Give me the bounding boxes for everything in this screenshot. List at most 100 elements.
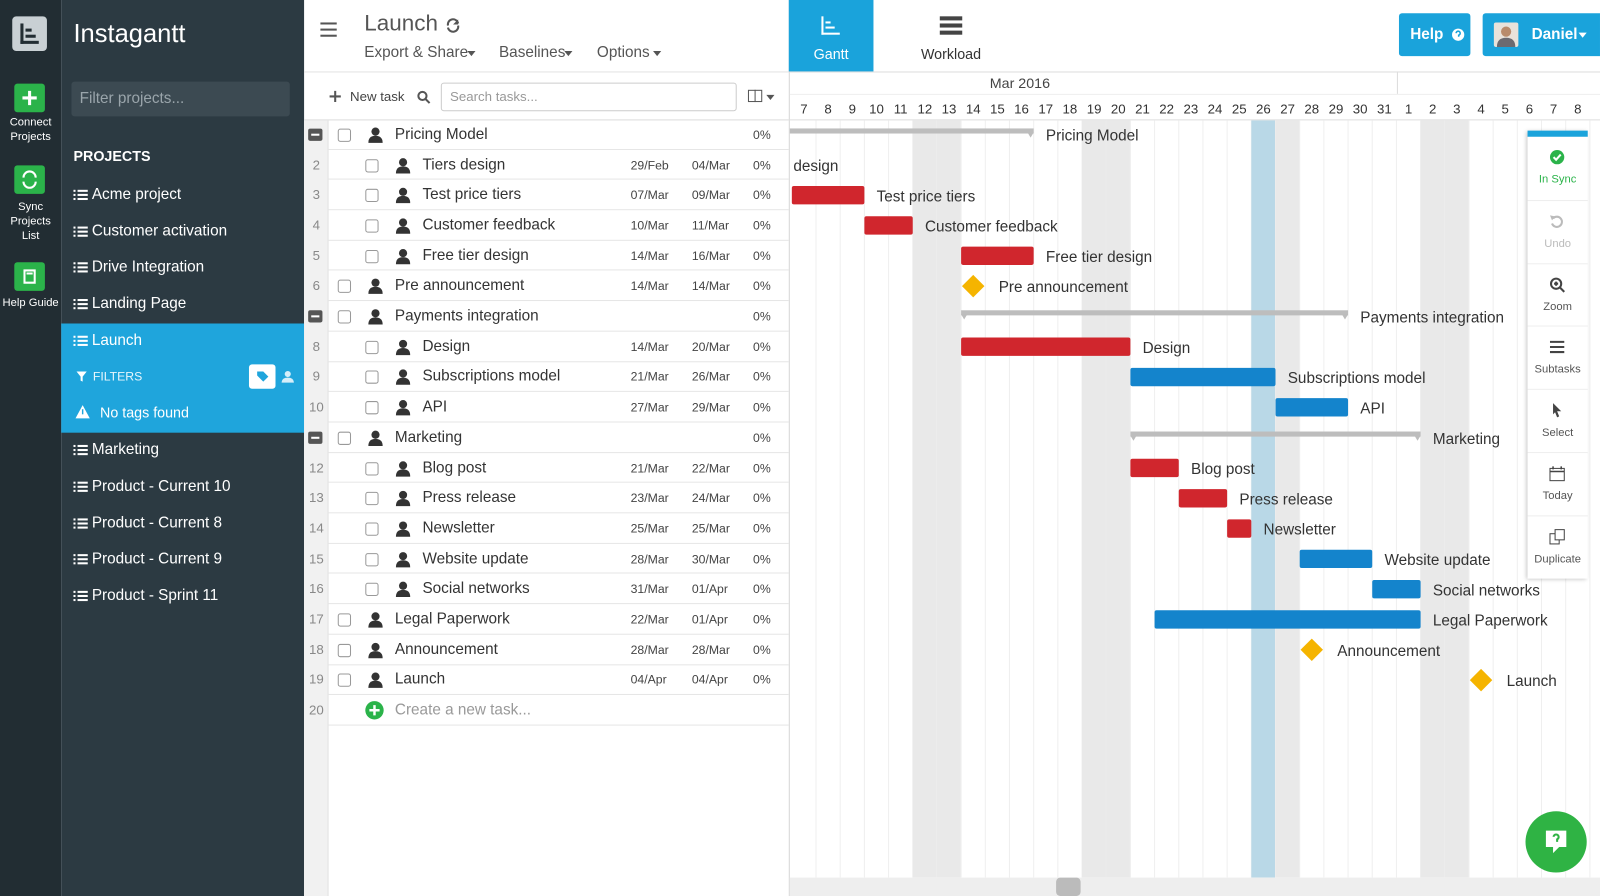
- project-item[interactable]: Landing Page: [91, 294, 187, 313]
- task-name[interactable]: Test price tiers: [422, 185, 522, 204]
- task-name[interactable]: Newsletter: [422, 519, 495, 537]
- project-item[interactable]: Product - Current 9: [91, 550, 223, 568]
- summary-bar[interactable]: [961, 310, 1349, 316]
- task-bar[interactable]: [1154, 610, 1421, 629]
- summary-bar[interactable]: [1130, 431, 1421, 437]
- task-row[interactable]: [328, 574, 789, 605]
- icon-part: [398, 400, 408, 409]
- task-name[interactable]: Free tier design: [422, 246, 529, 264]
- project-item[interactable]: Customer activation: [91, 222, 228, 240]
- task-row[interactable]: [328, 119, 789, 150]
- today-column: [1251, 120, 1276, 878]
- task-bar[interactable]: [1227, 519, 1252, 538]
- task-bar[interactable]: [1178, 489, 1228, 508]
- task-name[interactable]: Launch: [394, 670, 446, 689]
- task-row[interactable]: [328, 392, 789, 423]
- task-name[interactable]: Social networks: [422, 579, 530, 598]
- task-bar[interactable]: [1130, 367, 1276, 387]
- task-name[interactable]: Customer feedback: [422, 216, 556, 234]
- task-name[interactable]: Design: [422, 337, 471, 355]
- toolbar-item[interactable]: Today: [1527, 452, 1588, 514]
- view-tab[interactable]: Workload: [904, 0, 998, 71]
- toolbar-item[interactable]: Subtasks: [1527, 325, 1588, 388]
- icon-part: [73, 449, 76, 452]
- task-name[interactable]: Press release: [422, 489, 517, 507]
- header-menu[interactable]: Options: [596, 43, 650, 62]
- task-name[interactable]: Payments integration: [394, 307, 539, 325]
- assignee-icon: [368, 127, 383, 143]
- task-row[interactable]: [328, 635, 789, 665]
- toolbar-item[interactable]: Zoom: [1527, 262, 1588, 325]
- task-row[interactable]: [328, 210, 789, 241]
- toolbar-item[interactable]: Duplicate: [1527, 515, 1588, 577]
- search-box[interactable]: Search tasks...: [440, 82, 737, 112]
- day-label: 29: [1329, 101, 1344, 116]
- task-row[interactable]: [328, 665, 789, 696]
- task-row[interactable]: [328, 604, 789, 635]
- task-row[interactable]: [328, 271, 789, 302]
- task-row[interactable]: [328, 241, 789, 271]
- milestone[interactable]: [1469, 668, 1493, 692]
- task-row[interactable]: [328, 544, 789, 575]
- project-item[interactable]: Product - Current 8: [91, 514, 223, 532]
- task-row[interactable]: [328, 422, 789, 453]
- day-label: 3: [1453, 101, 1460, 116]
- task-bar[interactable]: [961, 337, 1131, 356]
- task-row[interactable]: [328, 453, 789, 484]
- task-name[interactable]: Pricing Model: [394, 125, 488, 143]
- icon-part: [20, 23, 24, 44]
- header-menu[interactable]: Export & Share: [364, 43, 469, 62]
- task-bar[interactable]: [961, 246, 1034, 265]
- task-bar[interactable]: [864, 216, 913, 235]
- task-row[interactable]: [328, 150, 789, 180]
- task-row[interactable]: [328, 513, 789, 544]
- task-bar[interactable]: [1372, 580, 1421, 599]
- task-name[interactable]: Marketing: [394, 428, 463, 446]
- task-row[interactable]: [328, 483, 789, 514]
- task-name[interactable]: Website update: [422, 549, 529, 568]
- view-tab[interactable]: Gantt: [788, 0, 874, 72]
- day-label: 12: [917, 101, 932, 116]
- filters-label[interactable]: FILTERS: [92, 369, 143, 384]
- toolbar-item[interactable]: Select: [1527, 389, 1588, 451]
- task-name[interactable]: Tiers design: [422, 155, 506, 174]
- task-row[interactable]: [328, 362, 789, 393]
- task-row[interactable]: [328, 332, 789, 362]
- icon-part: [371, 672, 380, 682]
- task-bar[interactable]: [1275, 398, 1349, 417]
- list-icon: [73, 262, 88, 273]
- user-name: Daniel: [1531, 25, 1578, 43]
- toolbar-item[interactable]: Undo: [1527, 199, 1588, 262]
- new-task-link[interactable]: Create a new task...: [394, 701, 532, 719]
- task-bar[interactable]: [1130, 458, 1179, 478]
- task-bar[interactable]: [1299, 549, 1373, 569]
- rail-label[interactable]: Help Guide: [2, 296, 59, 310]
- header-menu[interactable]: Baselines: [498, 43, 566, 62]
- task-bar[interactable]: [791, 185, 865, 205]
- filter-box[interactable]: Filter projects...: [71, 81, 290, 117]
- task-name[interactable]: Legal Paperwork: [394, 610, 510, 628]
- task-name[interactable]: API: [422, 398, 448, 416]
- project-item[interactable]: Acme project: [91, 185, 182, 204]
- task-name[interactable]: Pre announcement: [394, 276, 525, 295]
- task-row[interactable]: [328, 180, 789, 211]
- task-name[interactable]: Blog post: [422, 458, 487, 477]
- task-name[interactable]: Announcement: [394, 640, 498, 658]
- summary-bar[interactable]: [789, 128, 1034, 134]
- rail-label[interactable]: Connect Projects: [9, 116, 52, 143]
- icon-part: [821, 32, 840, 35]
- project-item[interactable]: Product - Sprint 11: [91, 586, 219, 605]
- task-name[interactable]: Subscriptions model: [422, 367, 561, 386]
- new-task-button[interactable]: New task: [349, 88, 405, 105]
- milestone[interactable]: [1300, 638, 1323, 662]
- project-item[interactable]: Product - Current 10: [91, 477, 231, 495]
- project-item[interactable]: Launch: [91, 331, 143, 350]
- project-item[interactable]: Drive Integration: [91, 258, 205, 276]
- icon-part: [398, 339, 408, 348]
- project-item[interactable]: Marketing: [91, 440, 160, 459]
- scroll-handle[interactable]: [1056, 877, 1081, 896]
- task-row[interactable]: [328, 301, 789, 332]
- milestone[interactable]: [961, 274, 985, 298]
- rail-label[interactable]: Sync Projects List: [10, 201, 51, 242]
- row-number: 4: [312, 217, 321, 233]
